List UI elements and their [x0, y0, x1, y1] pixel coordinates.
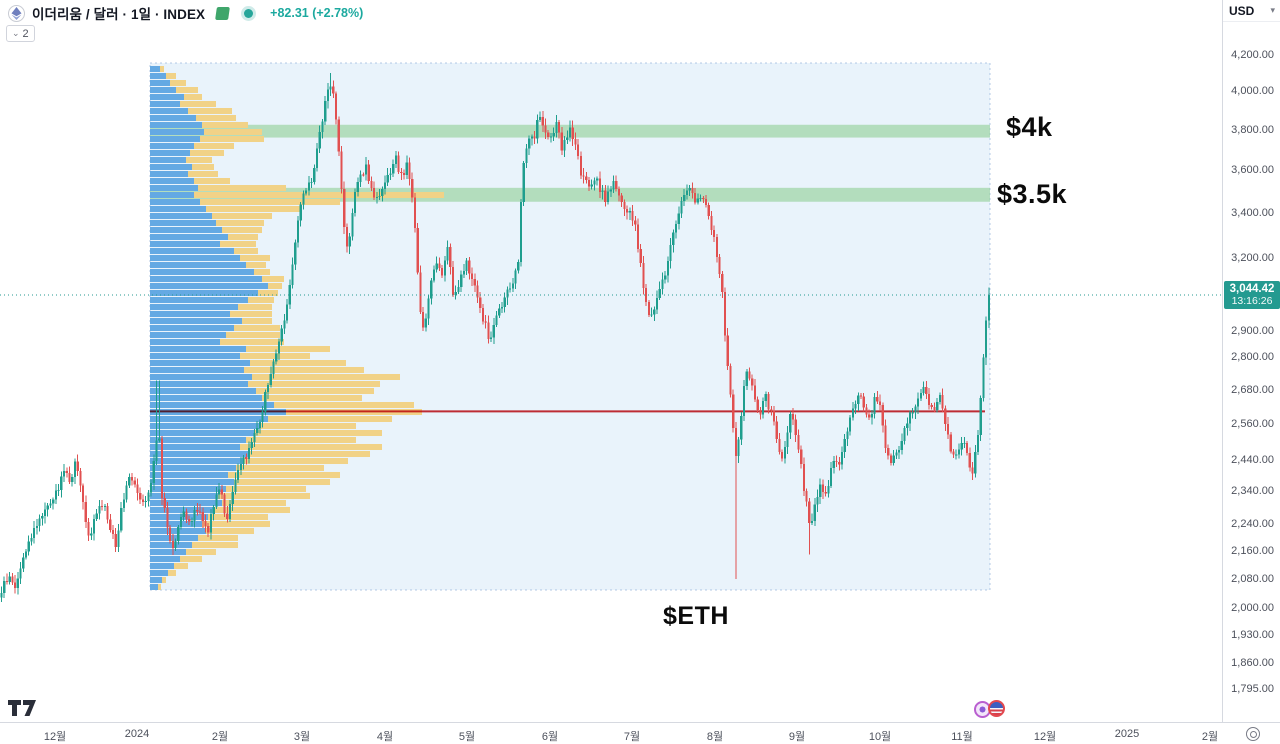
symbol-legend[interactable]: 이더리움 / 달러 · 1일 · INDEX +82.31 (+2.78%) [8, 4, 363, 22]
price-tick-label: 3,400.00 [1231, 206, 1274, 219]
time-axis[interactable]: 12월 2024 2월 3월 4월 5월 6월 7월 8월 9월 10월 11월 12월 2025 2월 [0, 722, 1280, 744]
price-tick-label: 2,080.00 [1231, 573, 1274, 586]
price-tick-label: 2,000.00 [1231, 602, 1274, 615]
chevron-down-icon: ▾ [1270, 5, 1275, 15]
annotation-eth-label[interactable]: $ETH [663, 602, 729, 630]
price-tick-label: 1,795.00 [1231, 683, 1274, 696]
economic-event-flags[interactable] [974, 700, 1008, 719]
price-tick-label: 1,860.00 [1231, 656, 1274, 669]
current-price-value: 3,044.42 [1229, 283, 1275, 296]
time-tick-label: 2025 [1114, 728, 1140, 740]
price-tick-label: 1,930.00 [1231, 629, 1274, 642]
price-tick-label: 2,680.00 [1231, 384, 1274, 397]
price-tick-label: 2,560.00 [1231, 418, 1274, 431]
time-tick-label: 8월 [706, 731, 724, 743]
object-count: 2 [22, 27, 29, 40]
ethereum-logo-icon [8, 4, 25, 22]
current-price-countdown: 13:16:26 [1231, 294, 1273, 307]
current-price-badge: 3,044.42 13:16:26 [1224, 281, 1280, 310]
time-tick-label: 10월 [868, 731, 892, 743]
time-tick-label: 2024 [124, 728, 150, 740]
time-tick-label: 5월 [458, 731, 476, 743]
price-tick-label: 2,900.00 [1231, 325, 1274, 338]
us-flag-event-icon[interactable] [988, 700, 1005, 717]
time-tick-label: 3월 [293, 731, 311, 743]
scales-settings-icon[interactable] [1246, 727, 1260, 741]
object-tree-button[interactable]: ⌄ 2 [6, 25, 35, 42]
price-tick-label: 3,200.00 [1231, 251, 1274, 264]
price-tick-label: 2,800.00 [1231, 351, 1274, 364]
price-tick-label: 3,800.00 [1231, 123, 1274, 136]
time-tick-label: 2월 [1201, 731, 1219, 743]
time-tick-label: 4월 [376, 731, 394, 743]
annotation-3-5k-label[interactable]: $3.5k [997, 179, 1068, 209]
price-tick-label: 4,000.00 [1231, 85, 1274, 98]
time-tick-label: 12월 [43, 731, 67, 743]
price-tick-label: 2,240.00 [1231, 517, 1274, 530]
currency-selector[interactable]: USD ▾ [1223, 0, 1280, 22]
price-tick-label: 2,340.00 [1231, 485, 1274, 498]
chart-pane[interactable] [0, 0, 1222, 722]
annotation-4k-label[interactable]: $4k [1006, 112, 1053, 142]
price-tick-label: 2,440.00 [1231, 454, 1274, 467]
price-chart-canvas[interactable] [0, 0, 1222, 722]
index-provider-icon [215, 6, 231, 20]
time-tick-label: 6월 [541, 731, 559, 743]
tradingview-logo-icon[interactable] [8, 700, 36, 721]
symbol-title[interactable]: 이더리움 / 달러 · 1일 · INDEX [32, 7, 206, 22]
time-tick-label: 12월 [1033, 731, 1057, 743]
time-tick-label: 7월 [623, 731, 641, 743]
time-tick-label: 2월 [211, 731, 229, 743]
currency-label: USD [1229, 3, 1255, 18]
price-tick-label: 4,200.00 [1231, 49, 1274, 61]
chevron-down-icon: ⌄ [12, 28, 20, 38]
price-change-text: +82.31 (+2.78%) [270, 6, 364, 20]
price-tick-label: 3,600.00 [1231, 163, 1274, 176]
price-axis[interactable]: USD ▾ 4,200.00 4,000.00 3,800.00 3,600.00 3,… [1222, 0, 1280, 722]
price-tick-label: 2,160.00 [1231, 545, 1274, 558]
time-tick-label: 9월 [788, 731, 806, 743]
market-status-dot-icon [244, 8, 254, 18]
time-tick-label: 11월 [951, 731, 973, 743]
